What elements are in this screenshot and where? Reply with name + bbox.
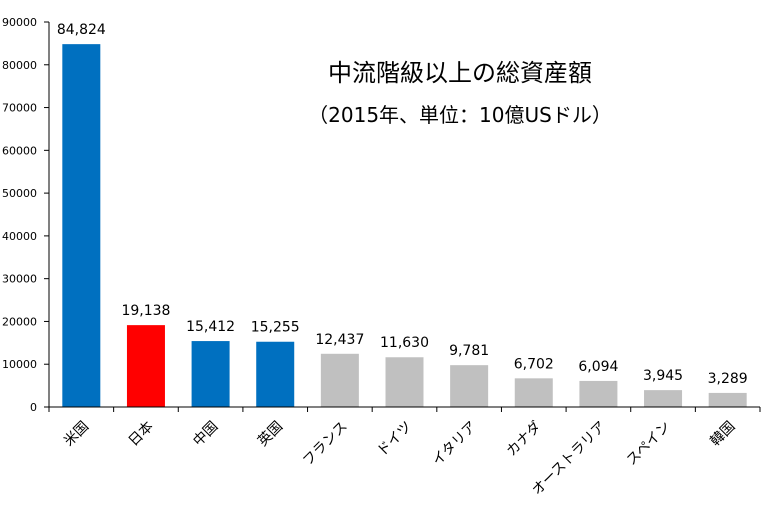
data-label-4: 12,437 bbox=[315, 332, 364, 348]
bar-10 bbox=[708, 392, 747, 407]
y-tick-label: 10000 bbox=[2, 358, 37, 371]
bar-0 bbox=[62, 44, 101, 407]
y-tick-label: 0 bbox=[30, 401, 37, 414]
data-label-10: 3,289 bbox=[708, 371, 748, 387]
category-label-4: フランス bbox=[300, 419, 351, 470]
y-tick-label: 50000 bbox=[2, 187, 37, 200]
chart-title: 中流階級以上の総資産額 bbox=[328, 59, 592, 87]
bar-5 bbox=[385, 357, 424, 407]
bar-4 bbox=[320, 353, 359, 407]
bars: 84,824 19,138 15,412 15,255 12,437 11,630 9,78… bbox=[57, 22, 748, 407]
y-tick-label: 20000 bbox=[2, 315, 37, 328]
data-label-5: 11,630 bbox=[380, 335, 429, 351]
category-label-3: 英国 bbox=[254, 418, 286, 450]
chart-subtitle: （2015年、単位：10億USドル） bbox=[308, 103, 612, 127]
data-label-6: 9,781 bbox=[449, 343, 489, 359]
data-label-8: 6,094 bbox=[578, 359, 618, 375]
category-label-10: 韓国 bbox=[707, 419, 738, 450]
bar-3 bbox=[256, 341, 295, 407]
bar-1 bbox=[126, 325, 165, 407]
category-label-9: スペイン bbox=[624, 419, 674, 469]
bar-9 bbox=[644, 390, 683, 407]
y-tick-label: 30000 bbox=[2, 273, 37, 286]
y-axis: 0 10000 20000 30000 40000 50000 60000 70000 8000… bbox=[2, 16, 50, 414]
data-label-2: 15,412 bbox=[186, 319, 235, 335]
y-tick-label: 60000 bbox=[2, 144, 37, 157]
data-label-0: 84,824 bbox=[57, 22, 106, 38]
y-tick-label: 40000 bbox=[2, 230, 37, 243]
bar-6 bbox=[450, 365, 489, 407]
category-label-6: イタリア bbox=[429, 419, 480, 470]
y-tick-label: 80000 bbox=[2, 59, 37, 72]
y-tick-label: 70000 bbox=[2, 102, 37, 115]
data-label-3: 15,255 bbox=[251, 320, 300, 336]
data-label-7: 6,702 bbox=[514, 356, 554, 372]
category-label-1: 日本 bbox=[126, 419, 157, 450]
y-tick-label: 90000 bbox=[2, 16, 37, 29]
category-label-7: カナダ bbox=[504, 419, 545, 460]
bar-8 bbox=[579, 380, 618, 407]
category-label-5: ドイツ bbox=[374, 419, 415, 460]
bar-2 bbox=[191, 341, 230, 407]
category-label-2: 中国 bbox=[190, 419, 221, 450]
bar-7 bbox=[514, 378, 553, 407]
data-label-1: 19,138 bbox=[121, 303, 170, 319]
category-label-0: 米国 bbox=[61, 419, 92, 450]
data-label-9: 3,945 bbox=[643, 368, 683, 384]
